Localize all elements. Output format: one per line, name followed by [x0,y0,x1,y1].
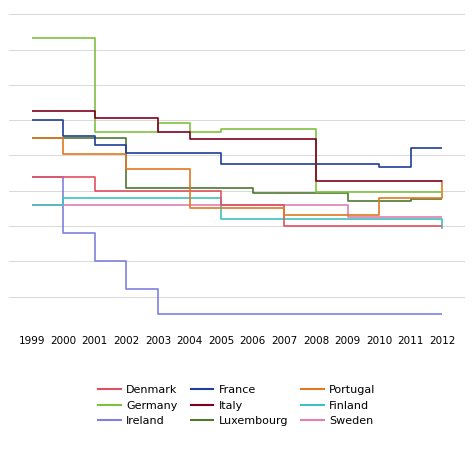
Legend: Denmark, Germany, Ireland, France, Italy, Luxembourg, Portugal, Finland, Sweden: Denmark, Germany, Ireland, France, Italy… [99,385,375,426]
